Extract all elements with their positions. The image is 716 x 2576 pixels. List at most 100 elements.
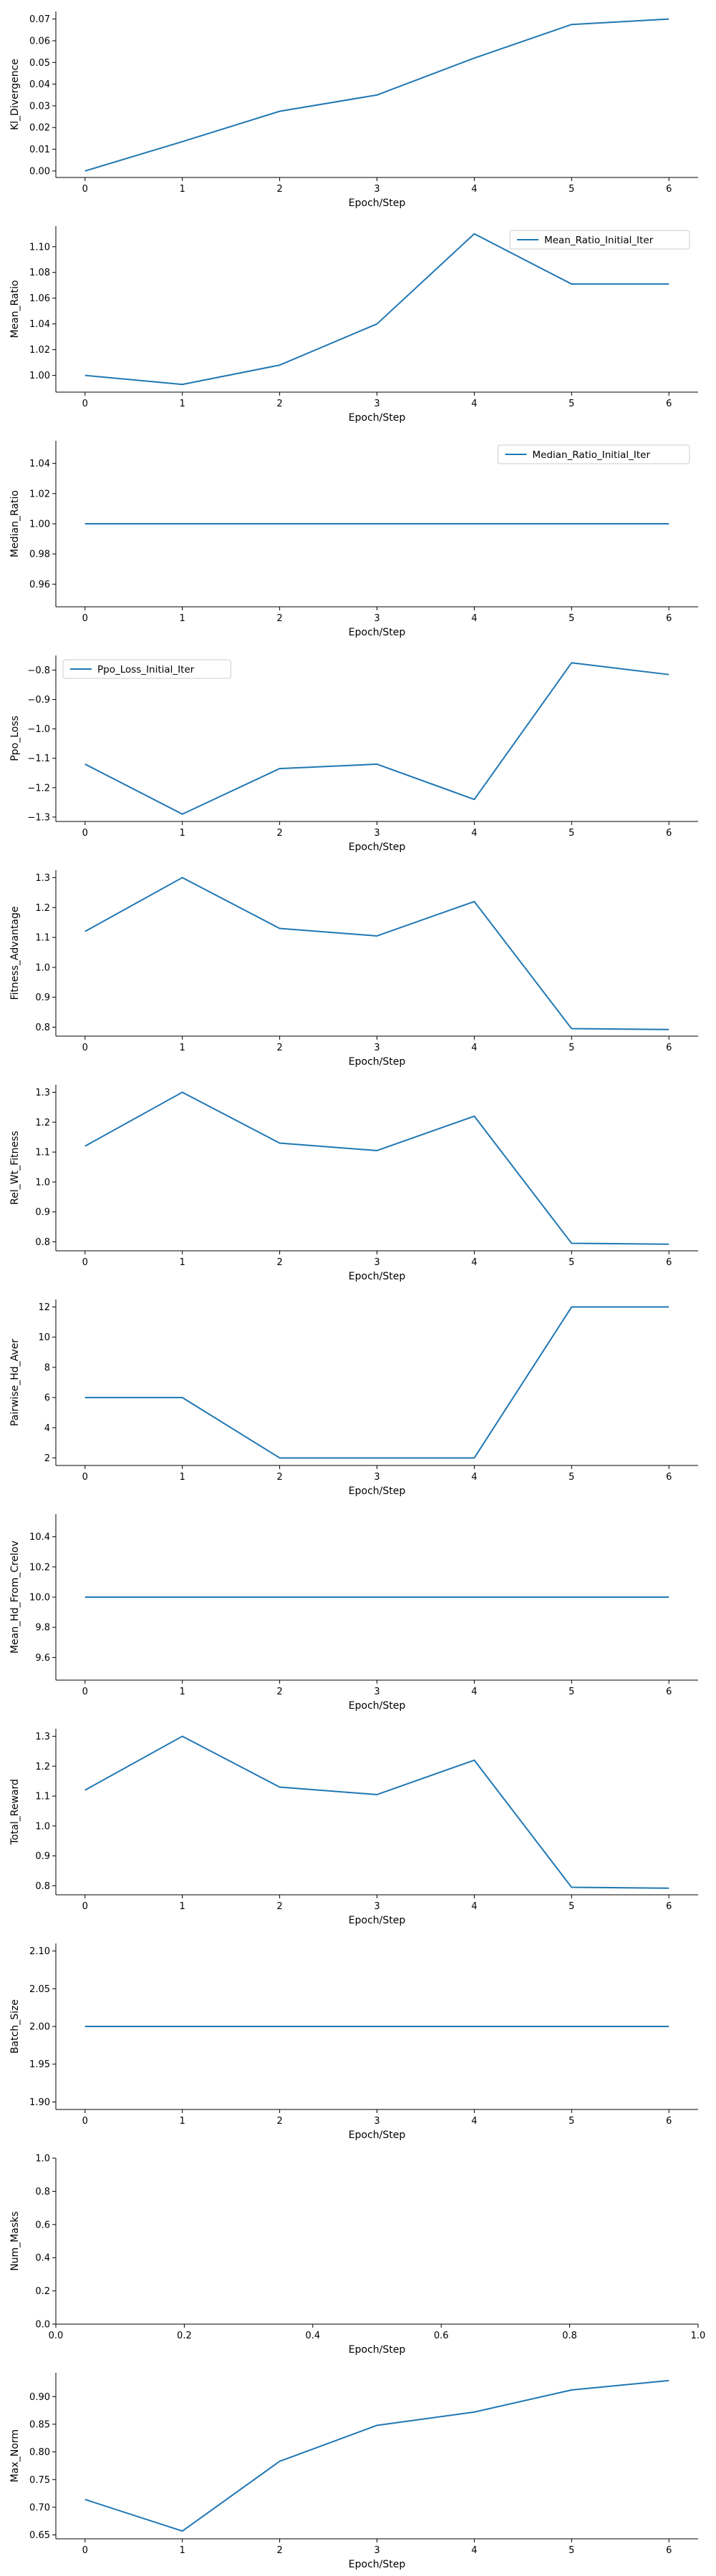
y-axis-label: Median_Ratio <box>9 490 21 557</box>
x-tick-label: 4 <box>471 1472 477 1483</box>
x-tick-label: 6 <box>666 399 672 409</box>
x-tick-label: 4 <box>471 1687 477 1697</box>
x-tick-label: 0 <box>82 1043 88 1053</box>
x-axis-label: Epoch/Step <box>349 412 406 424</box>
x-axis-label: Epoch/Step <box>349 1271 406 1282</box>
y-tick-label: 1.90 <box>29 2097 50 2108</box>
y-tick-label: 0.07 <box>29 14 50 25</box>
chart-panel-1: 0 1 2 3 4 5 6 0.00 0.01 0.02 0.03 0.04 0.05 0.06 0.07 E… <box>9 11 698 209</box>
y-tick-label: 0.90 <box>29 2392 50 2403</box>
y-tick-label: 0.9 <box>35 1851 50 1862</box>
y-axis-label: Batch_Size <box>9 1999 21 2054</box>
y-axis-label: Rel_Wt_Fitness <box>9 1131 21 1204</box>
y-axis-label: Max_Norm <box>9 2429 21 2482</box>
x-tick-label: 5 <box>569 1472 574 1483</box>
y-tick-label: 1.2 <box>35 1118 50 1128</box>
series-line <box>84 1091 669 1245</box>
y-tick-label: 0.85 <box>29 2419 50 2430</box>
y-tick-label: 0.05 <box>29 58 50 69</box>
x-tick-label: 3 <box>374 613 379 624</box>
y-tick-label: 0.8 <box>35 1881 50 1892</box>
y-tick-label: 1.04 <box>29 319 50 330</box>
y-axis-label: Mean_Hd_From_Crelov <box>9 1541 21 1654</box>
y-tick-label: 0.6 <box>35 2220 50 2230</box>
y-tick-label: 0.8 <box>35 1237 50 1248</box>
chart-panel-11: 0.0 0.2 0.4 0.6 0.8 1.0 0.0 0.2 0.4 0.6 0.8 1.0 Epoc… <box>9 2154 705 2356</box>
x-tick-label: 6 <box>666 2545 672 2556</box>
x-tick-label: 2 <box>276 2116 282 2127</box>
x-tick-label: 5 <box>569 1257 574 1268</box>
y-tick-label: 1.08 <box>29 268 50 278</box>
x-tick-label: 1.0 <box>691 2331 706 2341</box>
y-axis-label: Total_Reward <box>9 1779 21 1845</box>
x-tick-label: 1 <box>180 613 185 624</box>
y-axis-label: Num_Masks <box>9 2211 21 2270</box>
y-tick-label: 0.9 <box>35 992 50 1003</box>
legend-box <box>62 659 231 679</box>
x-tick-label: 0 <box>82 1687 88 1697</box>
y-axis-label: Ppo_Loss <box>9 716 21 761</box>
y-tick-label: 4 <box>44 1423 50 1434</box>
x-axis-label: Epoch/Step <box>349 1700 406 1712</box>
series-line <box>84 1735 669 1889</box>
x-tick-label: 5 <box>569 2116 574 2127</box>
x-tick-label: 3 <box>374 2116 379 2127</box>
x-tick-label: 1 <box>180 399 185 409</box>
chart-panel-5: 0 1 2 3 4 5 6 0.8 0.9 1.0 1.1 1.2 1.3 Epoch/Step Fitne… <box>9 870 698 1068</box>
legend: Ppo_Loss_Initial_Iter <box>62 659 231 679</box>
y-tick-label: 0.98 <box>29 550 50 560</box>
y-tick-label: 10 <box>38 1332 50 1343</box>
chart-panel-7: 0 1 2 3 4 5 624681012Epoch/StepPairwise_Hd_Ave… <box>9 1299 698 1497</box>
y-tick-label: 1.10 <box>29 242 50 253</box>
y-tick-label: 1.06 <box>29 293 50 304</box>
x-tick-label: 6 <box>666 1901 672 1912</box>
y-tick-label: 1.3 <box>35 1088 50 1098</box>
y-tick-label: 0.06 <box>29 36 50 47</box>
series-line <box>84 662 669 815</box>
y-tick-label: 9.6 <box>35 1653 50 1664</box>
y-tick-label: 0.8 <box>35 2187 50 2197</box>
y-tick-label: 1.1 <box>35 1148 50 1158</box>
x-axis-label: Epoch/Step <box>349 1485 406 1497</box>
series-line <box>84 18 669 172</box>
legend-box <box>509 230 690 250</box>
y-tick-label: −1.3 <box>27 812 50 823</box>
y-tick-label: 10.2 <box>29 1562 50 1573</box>
x-tick-label: 0 <box>82 2545 88 2556</box>
x-tick-label: 2 <box>276 2545 282 2556</box>
y-tick-label: 9.8 <box>35 1623 50 1634</box>
x-tick-label: 2 <box>276 1257 282 1268</box>
x-tick-label: 6 <box>666 1043 672 1053</box>
x-tick-label: 0 <box>82 399 88 409</box>
y-tick-label: 0.03 <box>29 101 50 112</box>
x-tick-label: 3 <box>374 1043 379 1053</box>
y-tick-label: −1.1 <box>27 753 50 764</box>
y-tick-label: 0.70 <box>29 2502 50 2513</box>
y-tick-label: 0.2 <box>35 2286 50 2297</box>
chart-panel-4: 0 1 2 3 4 5 6 −1.3 −1.2 −1.1 −1.0 −0.9 −0.8 Epoch/Ste… <box>9 655 698 853</box>
x-axis-label: Epoch/Step <box>349 1915 406 1926</box>
x-tick-label: 6 <box>666 184 672 195</box>
x-tick-label: 1 <box>180 184 185 195</box>
y-tick-label: 1.2 <box>35 903 50 914</box>
y-axis-label: Fitness_Advantage <box>9 906 21 1000</box>
chart-panel-3: 0 1 2 3 4 5 6 0.96 0.98 1.00 1.02 1.04 Epoch/Step Med… <box>9 441 698 638</box>
y-axis-label: Kl_Divergence <box>9 59 21 130</box>
y-tick-label: 1.95 <box>29 2059 50 2070</box>
y-tick-label: 0.65 <box>29 2530 50 2541</box>
x-tick-label: 2 <box>276 1901 282 1912</box>
y-tick-label: 1.00 <box>29 519 50 530</box>
x-tick-label: 2 <box>276 1043 282 1053</box>
y-tick-label: 2.10 <box>29 1946 50 1957</box>
x-tick-label: 1 <box>180 1257 185 1268</box>
x-tick-label: 6 <box>666 613 672 624</box>
x-tick-label: 1 <box>180 1901 185 1912</box>
y-tick-label: 0.0 <box>35 2320 50 2331</box>
y-tick-label: 0.02 <box>29 123 50 134</box>
x-tick-label: 4 <box>471 184 477 195</box>
x-tick-label: 0 <box>82 1901 88 1912</box>
x-tick-label: 4 <box>471 2116 477 2127</box>
x-tick-label: 5 <box>569 613 574 624</box>
x-tick-label: 1 <box>180 1687 185 1697</box>
x-tick-label: 0.4 <box>305 2331 320 2341</box>
